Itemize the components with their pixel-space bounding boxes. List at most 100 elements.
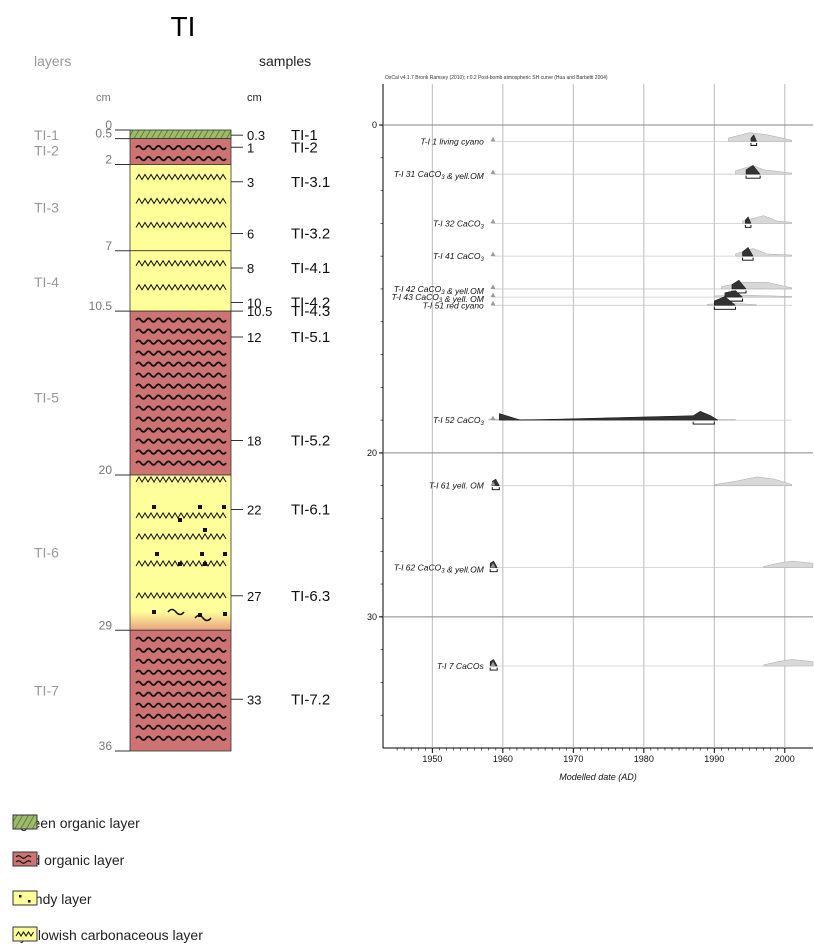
- legend-label-red: red organic layer: [20, 852, 125, 868]
- sample-depth-label: 27: [247, 589, 261, 604]
- sample-depth-label: 8: [247, 261, 254, 276]
- wave-mark: [135, 328, 227, 334]
- date-row: T-I 43 CaCO3 & yell. OM: [391, 290, 793, 304]
- x-axis-label: Modelled date (AD): [559, 772, 637, 782]
- legend-swatch-yellow: [12, 926, 38, 942]
- date-row: T-I 41 CaCO3: [433, 246, 793, 263]
- date-row: T-I 1 living cyano: [420, 132, 793, 146]
- sample-name-label: TI-5.1: [291, 329, 330, 346]
- start-marker: [490, 218, 496, 224]
- row-label: T-I 61 yell. OM: [429, 481, 485, 491]
- start-marker: [490, 292, 496, 298]
- plot-header: OxCal v4.1.7 Bronk Ramsey (2010); r:0.2 …: [385, 75, 608, 81]
- depth-unit-right: cm: [247, 92, 262, 104]
- layer-label: TI-7: [34, 683, 59, 699]
- date-row: T-I 31 CaCO3 & yell.OM: [394, 165, 793, 181]
- segment-fill: [129, 474, 232, 631]
- start-marker: [490, 284, 496, 289]
- samples-header: samples: [259, 53, 311, 69]
- zigzag-mark: [135, 259, 227, 267]
- wave-mark: [167, 608, 185, 616]
- x-tick-label: 2000: [775, 754, 795, 764]
- wave-mark: [135, 317, 227, 323]
- wave-mark: [135, 702, 227, 708]
- start-marker: [490, 136, 496, 142]
- start-marker: [490, 415, 496, 421]
- sample-name-label: TI-3.1: [291, 174, 330, 191]
- zigzag-mark: [135, 560, 227, 567]
- start-marker: [490, 481, 496, 486]
- wave-mark: [135, 339, 227, 345]
- row-label: T-I 51 red cyano: [423, 300, 484, 310]
- legend-swatch-red: [12, 851, 38, 867]
- wave-mark: [135, 427, 227, 433]
- layers-header: layers: [34, 53, 71, 69]
- x-tick-label: 1950: [422, 754, 442, 764]
- sand-dot: [178, 562, 182, 566]
- legend-item-red: red organic layer: [12, 850, 124, 870]
- sample-depth-label: 33: [247, 692, 261, 707]
- wave-mark: [135, 383, 227, 389]
- row-label: T-I 43 CaCO3 & yell. OM: [391, 292, 484, 304]
- zigzag-mark: [135, 476, 227, 483]
- zigzag-mark: [135, 197, 227, 205]
- zigzag-mark: [135, 283, 227, 291]
- sample-name-label: TI-2: [291, 139, 318, 156]
- range-bracket: [692, 421, 715, 425]
- depth-unit-left: cm: [96, 92, 111, 104]
- row-label: T-I 52 CaCO3: [433, 415, 484, 427]
- zigzag-mark: [135, 533, 227, 540]
- range-bracket: [489, 667, 498, 671]
- wave-mark: [194, 614, 212, 622]
- prior-distribution: [735, 165, 793, 175]
- row-label: T-I 1 living cyano: [420, 136, 484, 146]
- row-label: T-I 62 CaCO3 & yell.OM: [394, 563, 485, 575]
- posterior-distribution: [714, 296, 737, 306]
- date-row: T-I 51 red cyano: [423, 296, 792, 310]
- sand-dot: [223, 612, 227, 616]
- sand-dot: [178, 518, 182, 522]
- sample-name-label: TI-1: [291, 127, 318, 144]
- layer-segment-red: [129, 138, 232, 165]
- wave-mark: [135, 735, 227, 741]
- layer-label: TI-5: [34, 389, 59, 405]
- wave-mark: [135, 394, 227, 400]
- column-title: TI: [171, 11, 196, 42]
- sample-depth-label: 3: [247, 175, 254, 190]
- posterior-distribution: [731, 279, 747, 290]
- sample-depth-label: 12: [247, 330, 261, 345]
- wave-mark: [135, 361, 227, 367]
- sand-dot: [155, 552, 159, 556]
- sample-depth-label: 22: [247, 503, 261, 518]
- date-row: T-I 32 CaCO3: [433, 215, 793, 230]
- date-row: T-I 42 CaCO3 & yell.OM: [394, 279, 793, 296]
- wave-mark: [135, 658, 227, 664]
- wave-mark: [135, 155, 227, 162]
- y-tick-label: 30: [367, 612, 377, 622]
- layer-segment-red: [129, 310, 232, 476]
- wave-mark: [135, 438, 227, 444]
- range-bracket: [489, 569, 498, 573]
- wave-mark: [135, 680, 227, 686]
- sand-dot: [203, 562, 207, 566]
- posterior-distribution: [742, 246, 754, 257]
- boundary-label: 20: [99, 463, 113, 477]
- sample-name-label: TI-6.1: [291, 502, 330, 519]
- sample-name-label: TI-5.2: [291, 433, 330, 450]
- zigzag-mark: [135, 592, 227, 599]
- sample-name-label: TI-3.2: [291, 226, 330, 243]
- sample-name-label: TI-4.1: [291, 260, 330, 277]
- sample-depth-label: 6: [247, 227, 254, 242]
- legend-label-yellow: yellowish carbonaceous layer: [20, 927, 203, 943]
- sample-depth-label: 0.3: [247, 128, 265, 143]
- start-marker: [490, 300, 496, 306]
- date-row: T-I 7 CaCOs: [437, 659, 814, 671]
- sample-name-label: TI-4.3: [291, 303, 330, 320]
- prior-distribution: [742, 215, 793, 224]
- legend-swatch-sandy: [12, 890, 38, 906]
- range-bracket: [713, 306, 736, 310]
- start-marker: [490, 563, 496, 568]
- prior-distribution: [763, 560, 814, 568]
- zigzag-mark: [135, 173, 227, 181]
- sample-name-label: TI-7.2: [291, 691, 330, 708]
